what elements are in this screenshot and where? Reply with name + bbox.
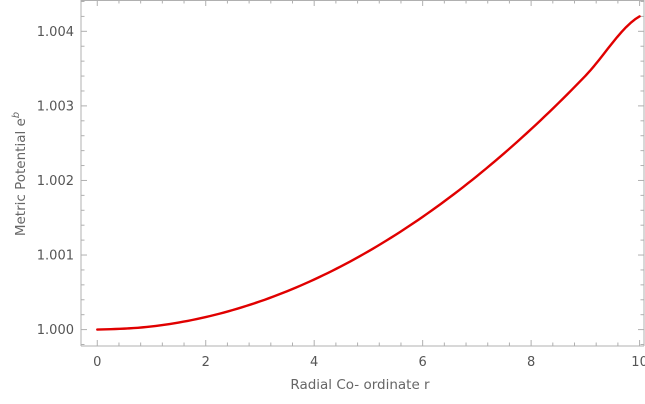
y-tick-label: 1.002 — [37, 174, 74, 189]
x-axis-label: Radial Co- ordinate r — [290, 377, 430, 393]
y-tick-label: 1.004 — [37, 25, 74, 40]
y-tick-label: 1.000 — [37, 323, 74, 338]
x-tick-label: 4 — [310, 355, 318, 370]
y-axis-label-superscript: b — [11, 112, 22, 118]
x-tick-label: 6 — [419, 355, 427, 370]
x-tick-label: 10 — [631, 355, 645, 370]
y-axis-label: Metric Potential eb — [11, 112, 29, 236]
y-tick-label: 1.003 — [37, 99, 74, 114]
plot-frame — [80, 0, 645, 347]
series-group — [96, 15, 641, 331]
y-axis-ticks: 1.000 1.001 1.002 1.003 1.004 — [37, 0, 644, 346]
x-tick-label: 2 — [202, 355, 210, 370]
x-tick-label: 8 — [527, 355, 535, 370]
x-axis-ticks: 0 2 4 6 8 10 — [93, 0, 645, 370]
y-axis-label-main: Metric Potential e — [13, 118, 29, 236]
x-tick-label: 0 — [93, 355, 101, 370]
series-line — [96, 15, 641, 331]
y-tick-label: 1.001 — [37, 249, 74, 264]
